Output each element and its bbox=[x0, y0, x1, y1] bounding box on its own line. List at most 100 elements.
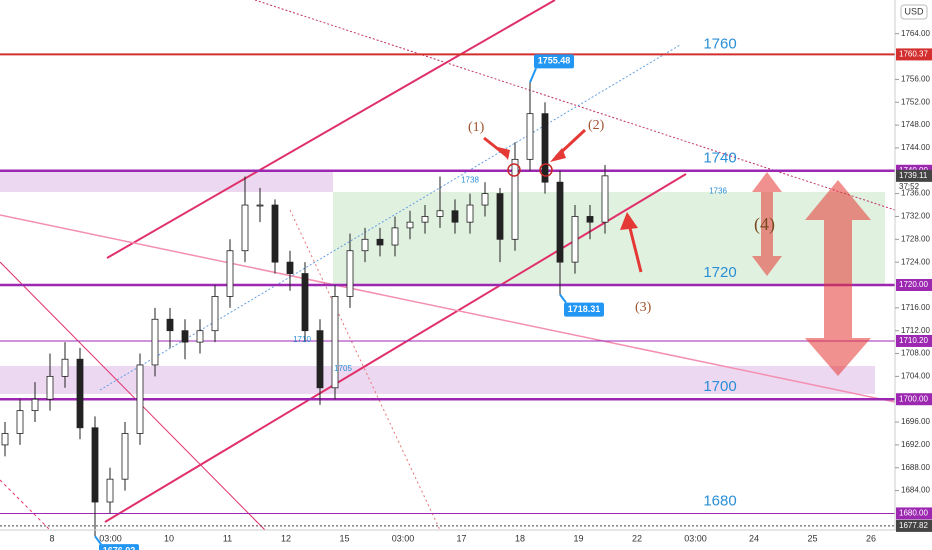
price-tag bbox=[896, 169, 932, 182]
y-tick-label: 1752.00 bbox=[901, 97, 930, 106]
candle-body bbox=[166, 318, 174, 332]
callout-label: 1755.48 bbox=[538, 56, 571, 66]
y-tick-label: 1732.00 bbox=[901, 212, 930, 221]
countdown: 37:52 bbox=[899, 182, 920, 191]
candle-body bbox=[571, 216, 579, 263]
candle-body bbox=[556, 181, 564, 263]
candle-body bbox=[361, 238, 369, 252]
price-tag bbox=[896, 278, 932, 291]
price-axis bbox=[895, 0, 932, 550]
x-tick-label: 24 bbox=[749, 533, 759, 543]
small-label: 1738 bbox=[461, 175, 479, 184]
callout-box bbox=[564, 302, 604, 317]
candle-body bbox=[256, 204, 264, 207]
candle-body bbox=[286, 261, 294, 274]
y-tick-label: 1688.00 bbox=[901, 463, 930, 472]
marker-circle bbox=[539, 163, 553, 177]
small-label: 1710 bbox=[293, 335, 311, 344]
price-tag bbox=[896, 48, 932, 61]
y-tick-label: 1716.00 bbox=[901, 303, 930, 312]
candle-body bbox=[76, 358, 84, 429]
price-tag-label: 1720.00 bbox=[899, 280, 928, 289]
small-label: 1736 bbox=[709, 187, 727, 196]
y-tick-label: 1684.00 bbox=[901, 486, 930, 495]
y-tick-label: 1736.00 bbox=[901, 189, 930, 198]
price-tag-label: 1700.00 bbox=[899, 394, 928, 403]
candle-body bbox=[391, 227, 399, 246]
candle-body bbox=[376, 238, 384, 246]
arrow bbox=[628, 227, 643, 273]
level-label: 1720 bbox=[703, 264, 736, 281]
candle-body bbox=[436, 210, 444, 217]
y-tick-label: 1724.00 bbox=[901, 257, 930, 266]
candle-body bbox=[151, 318, 159, 366]
y-tick-label: 1696.00 bbox=[901, 417, 930, 426]
callout-box bbox=[99, 544, 139, 550]
y-tick-label: 1728.00 bbox=[901, 234, 930, 243]
x-tick-label: 12 bbox=[281, 533, 291, 543]
price-tag-label: 1680.00 bbox=[899, 509, 928, 518]
candle-body bbox=[466, 204, 474, 223]
x-tick-label: 15 bbox=[339, 533, 349, 543]
candle-body bbox=[451, 210, 459, 223]
callout-pointer bbox=[559, 294, 567, 304]
candle-body bbox=[271, 204, 279, 263]
price-tag-label: 1760.37 bbox=[899, 50, 928, 59]
trend-line bbox=[254, 0, 896, 211]
candle-body bbox=[316, 330, 324, 389]
price-tag-label: 1677.82 bbox=[899, 521, 928, 530]
callout-pointer bbox=[94, 535, 102, 545]
level-label: 1760 bbox=[703, 36, 736, 53]
x-tick-label: 8 bbox=[49, 533, 54, 543]
candle-body bbox=[91, 427, 99, 503]
candle-body bbox=[301, 273, 309, 332]
annotation: (2) bbox=[588, 118, 605, 133]
candle-body bbox=[1, 433, 9, 446]
candle-body bbox=[106, 478, 114, 503]
trend-line bbox=[0, 479, 51, 531]
marker-circle bbox=[507, 163, 521, 177]
y-tick-label: 1712.00 bbox=[901, 326, 930, 335]
level-label: 1700 bbox=[703, 378, 736, 395]
y-tick-label: 1704.00 bbox=[901, 371, 930, 380]
candle-body bbox=[601, 175, 609, 223]
price-tag-label: 1710.20 bbox=[899, 336, 928, 345]
candle-body bbox=[226, 250, 234, 297]
x-tick-label: 10 bbox=[164, 533, 174, 543]
x-tick-label: 03:00 bbox=[99, 533, 122, 543]
double-arrow bbox=[752, 172, 871, 376]
x-tick-label: 25 bbox=[807, 533, 817, 543]
candle-body bbox=[421, 216, 429, 223]
trend-line bbox=[106, 0, 556, 259]
y-tick-label: 1708.00 bbox=[901, 349, 930, 358]
candle-body bbox=[481, 193, 489, 206]
x-tick-label: 17 bbox=[456, 533, 466, 543]
candle-body bbox=[346, 250, 354, 297]
price-tag bbox=[896, 519, 932, 532]
arrow bbox=[620, 212, 638, 230]
price-tag bbox=[896, 393, 932, 406]
price-tag-label: 1739.11 bbox=[899, 171, 928, 180]
candle-body bbox=[241, 204, 249, 252]
level-label: 1740 bbox=[703, 150, 736, 167]
x-tick-label: 11 bbox=[223, 533, 232, 543]
price-tag bbox=[896, 507, 932, 520]
candle-body bbox=[61, 358, 69, 377]
annotation: (4) bbox=[754, 214, 775, 235]
callout-box bbox=[534, 54, 574, 69]
trend-line bbox=[104, 173, 687, 523]
arrow bbox=[550, 148, 566, 162]
callout-label: 1676.02 bbox=[103, 546, 136, 550]
x-tick-label: 03:00 bbox=[684, 533, 707, 543]
small-label: 1705 bbox=[334, 364, 352, 373]
y-tick-label: 1756.00 bbox=[901, 74, 930, 83]
candle-body bbox=[496, 193, 504, 240]
candle-body bbox=[46, 375, 54, 400]
candle-body bbox=[211, 296, 219, 332]
y-tick-label: 1692.00 bbox=[901, 440, 930, 449]
x-tick-label: 03:00 bbox=[392, 533, 415, 543]
currency-box[interactable] bbox=[900, 4, 928, 20]
x-tick-label: 26 bbox=[866, 533, 876, 543]
level-label: 1680 bbox=[703, 492, 736, 509]
